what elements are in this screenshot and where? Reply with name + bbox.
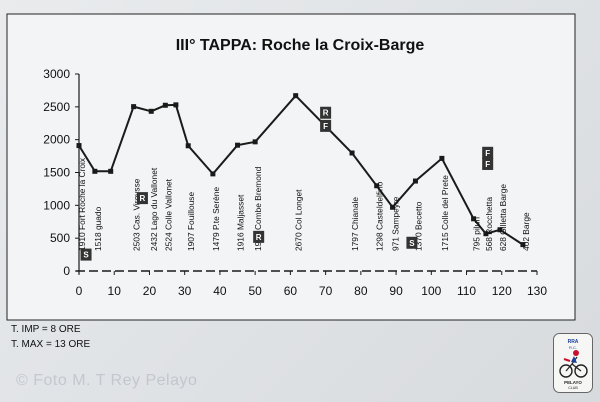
point-label: 1967 Combe Bremond (253, 166, 263, 251)
x-tick-label: 110 (457, 284, 476, 298)
data-point (173, 102, 179, 108)
logo-mid-text: R.C. (569, 345, 577, 350)
axes: 0 500 1000 1500 2000 2500 3000 0 10 20 30 40 50 60 70 8… (43, 67, 547, 298)
x-tick-label: 20 (143, 284, 157, 298)
x-tick-label: 0 (76, 284, 83, 298)
point-label: 2432 Lago du Vallonet (149, 167, 159, 251)
marker-badge (80, 248, 92, 261)
point-label: 402 Barge (521, 212, 531, 251)
photo-watermark: © Foto M. T Rey Pelayo (16, 372, 198, 389)
y-tick-label: 2500 (43, 100, 70, 114)
logo-top-text: RRA (568, 339, 579, 345)
x-tick-label: 80 (354, 284, 368, 298)
time-max-note: T. MAX = 13 ORE (11, 339, 91, 350)
data-point (131, 104, 137, 110)
marker-badge-text: F (323, 122, 328, 131)
marker-badge-text: R (140, 194, 146, 203)
point-label: 1907 Fouillouse (186, 192, 196, 251)
data-point (108, 168, 114, 174)
data-point (520, 242, 526, 248)
marker-badge (320, 119, 332, 132)
point-label: 568 Rocchetta (484, 197, 494, 251)
x-tick-label: 70 (319, 284, 333, 298)
point-label: 1298 Casteldelfino (375, 181, 385, 251)
club-logo: RRA R.C. PELAYO CLUB (553, 333, 593, 393)
logo-bottom-text: PELAYO (564, 380, 582, 385)
data-point (471, 216, 477, 222)
x-tick-label: 100 (421, 284, 441, 298)
data-point (235, 142, 241, 148)
point-label: 1370 Becetto (413, 201, 423, 251)
point-label: 1910 Fort Roche la Croix (77, 157, 87, 251)
data-point (412, 178, 418, 184)
point-label: 971 Sampeyre (391, 196, 401, 251)
x-tick-label: 40 (213, 284, 227, 298)
x-tick-label: 130 (527, 284, 547, 298)
x-tick-label: 60 (284, 284, 298, 298)
data-point (497, 227, 503, 233)
marker-badge (320, 106, 332, 119)
marker-badge-text: F (485, 149, 490, 158)
x-tick-label: 10 (108, 284, 122, 298)
y-tick-label: 1000 (43, 198, 70, 212)
y-tick-label: 2000 (43, 133, 70, 147)
data-point (390, 204, 396, 210)
point-label: 1715 Colle del Prete (440, 175, 450, 251)
chart-frame (6, 13, 576, 321)
marker-badge-text: S (409, 239, 415, 248)
data-point (162, 102, 168, 108)
data-point (148, 108, 154, 114)
marker-badge (482, 146, 494, 159)
point-label: 1479 P.te Serène (211, 187, 221, 251)
data-point (374, 183, 380, 189)
point-label: 628 Gilletta Barge (498, 184, 508, 251)
data-point (210, 171, 216, 177)
data-point (185, 143, 191, 149)
data-point (483, 231, 489, 237)
marker-badge (136, 192, 148, 205)
marker-badge (406, 236, 418, 249)
marker-badge-text: S (83, 251, 89, 260)
x-tick-label: 120 (492, 284, 512, 298)
series (76, 93, 526, 248)
point-label: 1916 Maljasset (236, 194, 246, 251)
data-point (293, 93, 299, 99)
marker-badge (482, 157, 494, 170)
point-label: 795 pilun (472, 217, 482, 251)
point-label: 1518 guado (93, 206, 103, 251)
point-label: 2503 Cas. Viroysse (132, 178, 142, 251)
y-tick-label: 500 (50, 231, 70, 245)
x-tick-label: 50 (248, 284, 262, 298)
logo-sub-text: CLUB (568, 386, 578, 390)
marker-badge-text: F (485, 160, 490, 169)
data-point (349, 150, 355, 156)
y-tick-label: 1500 (43, 166, 70, 180)
point-labels: 1910 Fort Roche la Croix 1518 guado 2503 C… (77, 157, 531, 251)
marker-badge (253, 230, 265, 243)
data-point (76, 143, 82, 149)
point-label: 1797 Chianale (350, 197, 360, 251)
point-label: 2670 Col Longet (294, 189, 304, 251)
data-point (252, 139, 258, 145)
marker-badge-text: R (323, 109, 329, 118)
x-tick-label: 90 (389, 284, 403, 298)
point-label: 2524 Colle Vallonet (163, 178, 173, 251)
y-tick-label: 3000 (43, 67, 70, 81)
chart-title: III° TAPPA: Roche la Croix-Barge (176, 37, 425, 54)
data-point (439, 155, 445, 161)
y-tick-label: 0 (63, 264, 70, 278)
data-point (92, 168, 98, 174)
time-imp-note: T. IMP = 8 ORE (11, 324, 81, 335)
x-tick-label: 30 (178, 284, 192, 298)
marker-badge-text: R (256, 233, 262, 242)
